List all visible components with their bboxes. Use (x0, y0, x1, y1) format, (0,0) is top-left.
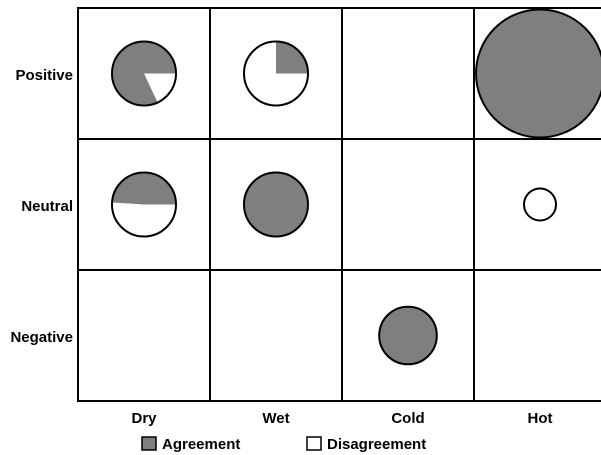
pie-positive-wet-agreement-slice (276, 41, 308, 74)
column-label-wet: Wet (262, 410, 289, 427)
pie-positive-hot (475, 8, 601, 139)
pie-negative-cold-agreement-slice (379, 306, 437, 365)
column-labels: Dry Wet Cold Hot (131, 410, 552, 427)
grid-cell-neutral-cold (341, 138, 475, 271)
pie-neutral-dry-agreement-slice (112, 172, 176, 205)
pie-positive-wet-outline (243, 40, 309, 107)
column-label-dry: Dry (131, 410, 157, 427)
legend-label-agreement: Agreement (162, 436, 240, 453)
pie-neutral-dry-outline (111, 171, 177, 238)
legend-swatch-agreement (141, 436, 157, 451)
legend-label-disagreement: Disagreement (327, 436, 426, 453)
pie-positive-dry (111, 40, 177, 107)
column-label-cold: Cold (391, 410, 424, 427)
legend-swatch-disagreement (306, 436, 322, 451)
pie-neutral-dry (111, 171, 177, 238)
pie-neutral-hot-disagreement-slice (524, 188, 556, 221)
pie-positive-wet (243, 40, 309, 107)
pie-neutral-hot (523, 187, 557, 222)
pie-positive-hot-outline (475, 8, 601, 139)
pie-neutral-hot-outline (523, 187, 557, 222)
column-label-hot: Hot (528, 410, 553, 427)
pie-negative-cold-outline (378, 305, 438, 366)
pie-positive-dry-agreement-slice (112, 41, 176, 106)
pies (111, 8, 601, 366)
row-label-neutral: Neutral (21, 198, 73, 215)
grid-cell-negative-cold (341, 269, 475, 402)
pie-neutral-wet-agreement-slice (244, 172, 308, 237)
pie-negative-cold (378, 305, 438, 366)
grid-cell-positive-cold (341, 7, 475, 140)
pie-positive-hot-agreement-slice (476, 9, 601, 138)
legend: Agreement Disagreement (141, 436, 426, 453)
grid-cell-negative-dry (77, 269, 211, 402)
grid-cell-negative-wet (209, 269, 343, 402)
row-labels: Positive Neutral Negative (10, 67, 73, 346)
pie-neutral-wet-outline (243, 171, 309, 238)
row-label-negative: Negative (10, 329, 73, 346)
row-label-positive: Positive (15, 67, 73, 84)
pie-neutral-wet (243, 171, 309, 238)
pie-positive-dry-outline (111, 40, 177, 107)
grid-cell-negative-hot (473, 269, 601, 402)
